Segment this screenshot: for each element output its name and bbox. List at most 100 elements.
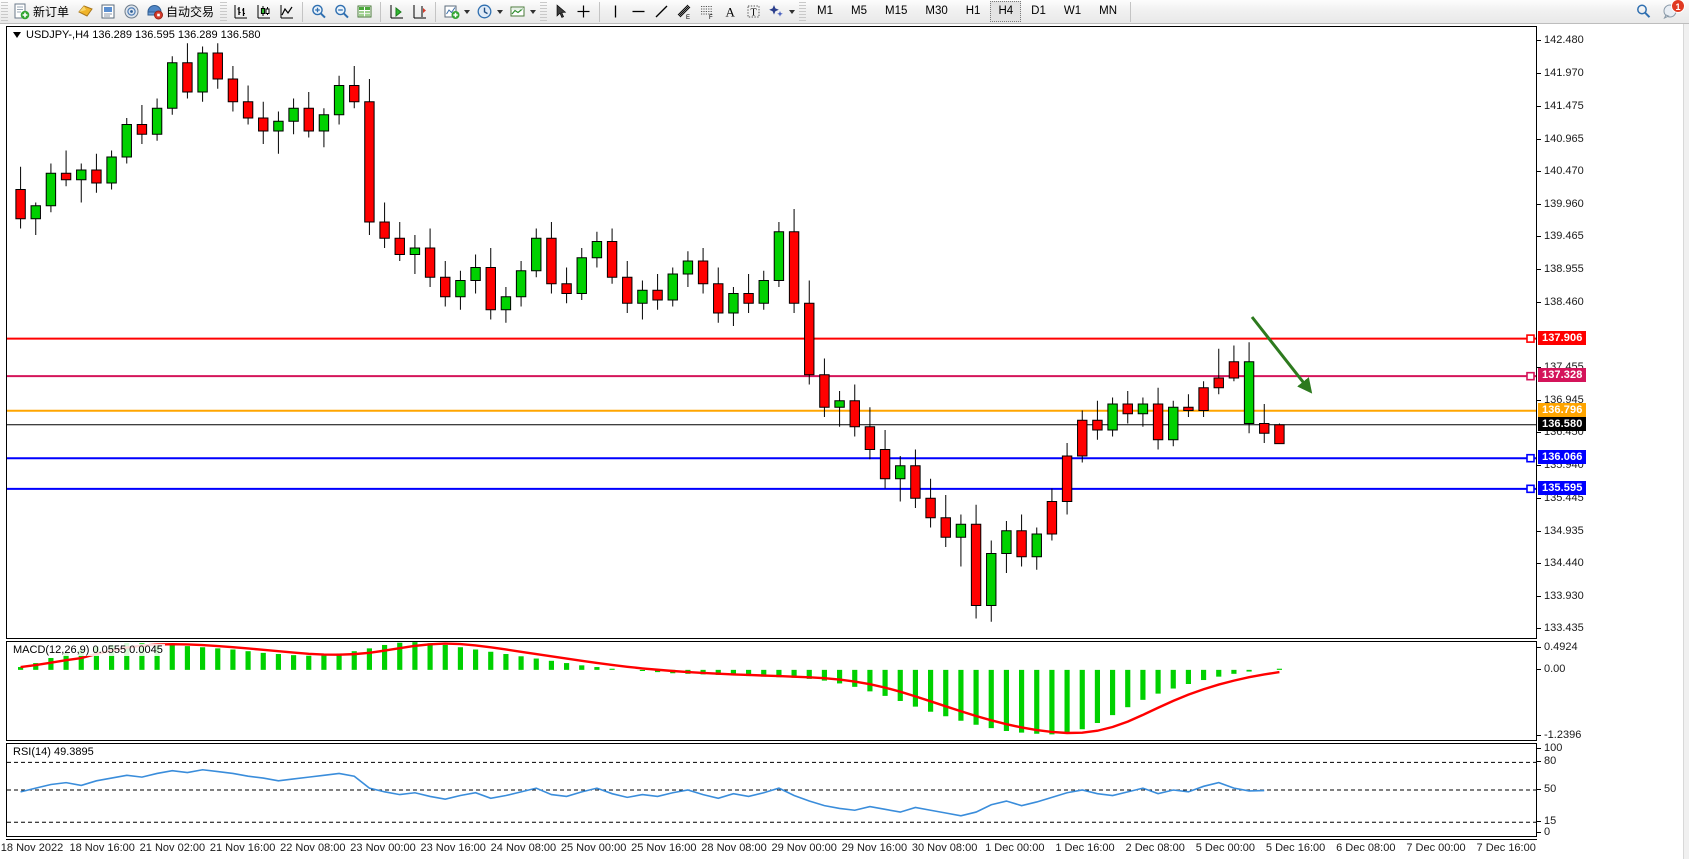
price-pane[interactable]: USDJPY-,H4 136.289 136.595 136.289 136.5…: [6, 26, 1537, 639]
toolbar-separator-2: [380, 1, 382, 22]
timeframe-w1[interactable]: W1: [1063, 5, 1082, 17]
notification-button[interactable]: 1: [1661, 0, 1685, 23]
time-tick: 7 Dec 16:00: [1476, 842, 1536, 854]
vertical-line-icon: [614, 5, 617, 18]
annotations-layer[interactable]: [7, 27, 1536, 638]
add-indicator-caret-icon[interactable]: [464, 9, 471, 14]
down-arrow-annotation[interactable]: [1250, 316, 1313, 394]
templates-dropdown-button[interactable]: [506, 1, 539, 23]
trendline-button[interactable]: [650, 1, 673, 23]
price-badge-pivot-level[interactable]: 136.796: [1538, 402, 1587, 417]
candle: [1183, 394, 1194, 417]
timeframe-m1[interactable]: M1: [817, 5, 834, 17]
auto-trading-button[interactable]: 自动交易: [143, 1, 219, 23]
autoscroll-button[interactable]: [385, 1, 408, 23]
candle: [1228, 345, 1240, 382]
level-handle-resistance-lower[interactable]: [1526, 371, 1535, 381]
chart-workspace[interactable]: USDJPY-,H4 136.289 136.595 136.289 136.5…: [0, 24, 1689, 859]
timeframe-h4[interactable]: H4: [990, 1, 1022, 22]
candle: [364, 79, 375, 235]
candle: [409, 235, 421, 274]
rsi-label: RSI(14) 49.3895: [11, 746, 96, 758]
timeframe-h1[interactable]: H1: [965, 5, 981, 17]
templates-caret-icon[interactable]: [530, 9, 537, 14]
timeframe-mn[interactable]: MN: [1099, 5, 1117, 17]
candle: [258, 101, 269, 144]
level-handle-resistance-upper[interactable]: [1526, 334, 1535, 343]
candle: [758, 270, 769, 310]
chart-shift-button[interactable]: [408, 1, 431, 23]
macd-pane[interactable]: MACD(12,26,9) 0.0555 0.0045: [6, 641, 1537, 741]
periodicity-icon: [477, 4, 492, 19]
add-indicator-button[interactable]: [440, 1, 473, 23]
equidistant-channel-button[interactable]: E: [673, 1, 696, 23]
profiles-button[interactable]: [97, 1, 120, 23]
toolbar-grip[interactable]: [1, 1, 8, 22]
level-handle-support-upper[interactable]: [1526, 453, 1535, 463]
candle: [986, 540, 997, 622]
horizontal-line-button[interactable]: [627, 1, 650, 23]
periodicity-caret-icon[interactable]: [497, 9, 504, 14]
line-chart-button[interactable]: [275, 1, 298, 23]
price-badge-resistance-lower[interactable]: 137.328: [1538, 368, 1587, 383]
candle: [30, 202, 41, 235]
data-window-button[interactable]: [353, 1, 376, 23]
timeframe-m30[interactable]: M30: [925, 5, 948, 17]
price-badge-support-lower[interactable]: 135.595: [1538, 480, 1587, 495]
candle: [1213, 348, 1224, 395]
candle: [76, 163, 87, 203]
zoom-in-button[interactable]: [307, 1, 330, 23]
vertical-line-button[interactable]: [604, 1, 627, 23]
toolbar-grip-4[interactable]: [799, 1, 807, 22]
cursor-button[interactable]: [549, 1, 572, 23]
templates-button[interactable]: [74, 1, 97, 23]
text-button[interactable]: A: [719, 1, 742, 23]
fibo-retracement-button[interactable]: F: [696, 1, 719, 23]
timeframe-m15[interactable]: M15: [885, 5, 908, 17]
toolbar-grip-2[interactable]: [220, 1, 228, 22]
candlestick-chart-button[interactable]: [252, 1, 275, 23]
price-badge-support-upper[interactable]: 136.066: [1538, 450, 1587, 465]
search-button[interactable]: [1632, 1, 1655, 23]
time-tick: 5 Dec 16:00: [1265, 842, 1326, 854]
candle: [227, 66, 239, 112]
bar-chart-button[interactable]: [229, 1, 252, 23]
candle: [197, 46, 208, 102]
toolbar-grip-3[interactable]: [540, 1, 548, 22]
new-order-button[interactable]: 新订单: [10, 1, 74, 23]
rsi-pane[interactable]: RSI(14) 49.3895: [6, 743, 1537, 837]
candle: [1031, 527, 1042, 570]
rsi-tick: 80: [1537, 755, 1556, 767]
fibo-retracement-icon: F: [701, 6, 713, 20]
candle: [151, 98, 163, 141]
time-tick: 22 Nov 08:00: [280, 842, 346, 854]
candle: [349, 66, 360, 109]
candle: [136, 105, 148, 144]
price-badge-current-bid[interactable]: 136.580: [1538, 416, 1587, 431]
timeframe-d1[interactable]: D1: [1031, 5, 1046, 17]
price-badge-resistance-upper[interactable]: 137.906: [1538, 330, 1587, 345]
text-label-button[interactable]: T: [742, 1, 765, 23]
price-tick: 141.970: [1537, 67, 1584, 79]
crosshair-button[interactable]: [572, 1, 595, 23]
zoom-out-button[interactable]: [330, 1, 353, 23]
price-axis[interactable]: 142.480 141.970 141.475 140.965 140.470 139.9…: [1537, 26, 1683, 639]
candle: [637, 280, 648, 320]
candle: [1016, 514, 1027, 567]
shapes-button[interactable]: [765, 1, 798, 23]
macd-axis[interactable]: 0.4924 0.00 -1.2396: [1537, 641, 1683, 741]
time-tick: 23 Nov 16:00: [420, 842, 486, 854]
price-tick: 141.475: [1537, 100, 1584, 112]
timeframe-m5[interactable]: M5: [851, 5, 867, 17]
svg-text:A: A: [726, 5, 736, 20]
candle: [303, 92, 314, 138]
periodicity-button[interactable]: [473, 1, 506, 23]
time-tick: 28 Nov 08:00: [701, 842, 767, 854]
time-axis[interactable]: 18 Nov 2022 18 Nov 16:00 21 Nov 02:00 21 No…: [1, 839, 1537, 859]
rsi-axis[interactable]: 100 80 50 15 0: [1537, 742, 1683, 838]
market-watch-button[interactable]: [120, 1, 143, 23]
time-tick: 23 Nov 00:00: [350, 842, 416, 854]
level-handle-support-lower[interactable]: [1526, 484, 1535, 494]
shapes-caret-icon[interactable]: [789, 9, 796, 14]
chart-collapse-caret-icon[interactable]: [13, 32, 21, 38]
